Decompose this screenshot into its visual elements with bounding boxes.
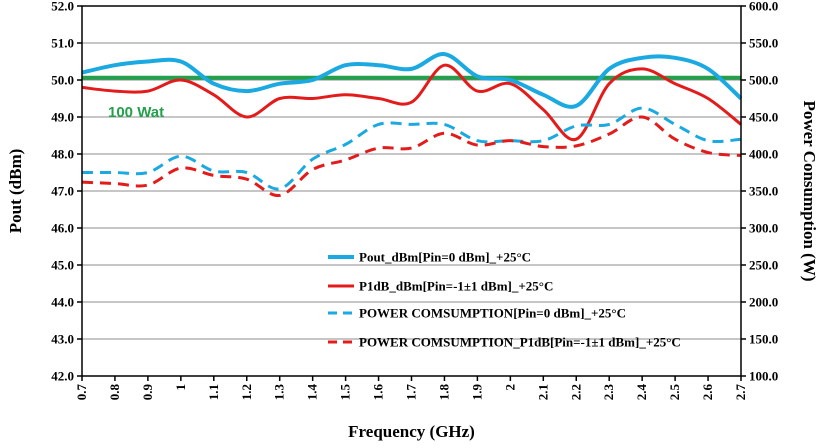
x-tick-label: 2 — [502, 384, 517, 391]
right-tick-label: 250.0 — [749, 258, 778, 273]
left-tick-label: 49.0 — [51, 110, 74, 125]
x-tick-label: 1.4 — [305, 384, 320, 401]
left-tick-label: 50.0 — [51, 73, 74, 88]
left-axis-ticks: 42.0 43.0 44.0 45.0 46.0 47.0 48.0 49.0 50.0 51.0… — [51, 0, 82, 384]
right-tick-label: 400.0 — [749, 147, 778, 162]
x-tick-label: 2.4 — [634, 384, 649, 401]
legend: Pout_dBm[Pin=0 dBm]_+25°C P1dB_dBm[Pin=-1… — [328, 250, 681, 350]
x-tick-label: 2.7 — [733, 384, 748, 401]
x-axis-title: Frequency (GHz) — [348, 422, 475, 441]
legend-label-2: P1dB_dBm[Pin=-1±1 dBm]_+25°C — [359, 279, 553, 294]
x-tick-label: 1.7 — [404, 384, 419, 401]
x-tick-label: 1.3 — [272, 384, 287, 401]
x-tick-label: 1 — [173, 384, 188, 391]
right-axis-title: Power Consumption (W) — [800, 100, 819, 281]
right-tick-label: 100.0 — [749, 369, 778, 384]
left-tick-label: 48.0 — [51, 147, 74, 162]
series-line-1 — [81, 52, 743, 109]
x-tick-label: 1.1 — [206, 384, 221, 400]
right-tick-label: 300.0 — [749, 221, 778, 236]
left-tick-label: 44.0 — [51, 295, 74, 310]
x-tick-label: 1.6 — [371, 384, 386, 401]
series-line-2 — [81, 63, 742, 142]
series-line-4 — [81, 115, 742, 197]
left-tick-label: 46.0 — [51, 221, 74, 236]
x-tick-label: 1.9 — [469, 384, 484, 401]
x-tick-label: 2.3 — [601, 384, 616, 401]
right-tick-label: 150.0 — [749, 332, 778, 347]
x-tick-label: 2.2 — [568, 384, 583, 400]
x-tick-label: 2.6 — [700, 384, 715, 401]
x-tick-label: 1.5 — [338, 384, 353, 401]
legend-label-1: Pout_dBm[Pin=0 dBm]_+25°C — [359, 250, 531, 265]
gridlines — [82, 42, 741, 340]
series-group — [81, 52, 743, 197]
left-tick-label: 45.0 — [51, 258, 74, 273]
left-tick-label: 43.0 — [51, 332, 74, 347]
x-tick-label: 1.8 — [436, 384, 451, 401]
series-line-3 — [81, 106, 742, 191]
x-tick-label: 1.2 — [239, 384, 254, 400]
left-tick-label: 51.0 — [51, 36, 74, 51]
right-tick-label: 500.0 — [749, 73, 778, 88]
x-tick-label: 0.7 — [74, 384, 89, 401]
left-tick-label: 42.0 — [51, 369, 74, 384]
left-tick-label: 47.0 — [51, 184, 74, 199]
right-tick-label: 350.0 — [749, 184, 778, 199]
right-tick-label: 200.0 — [749, 295, 778, 310]
right-tick-label: 450.0 — [749, 110, 778, 125]
left-tick-label: 52.0 — [51, 0, 74, 14]
right-tick-label: 550.0 — [749, 36, 778, 51]
legend-label-4: POWER COMSUMPTION_P1dB[Pin=-1±1 dBm]_+25… — [359, 335, 681, 350]
reference-line-label: 100 Wat — [108, 104, 164, 121]
x-tick-label: 2.1 — [535, 384, 550, 400]
right-tick-label: 600.0 — [749, 0, 778, 14]
x-tick-label: 2.5 — [667, 384, 682, 401]
legend-label-3: POWER COMSUMPTION[Pin=0 dBm]_+25°C — [359, 306, 626, 321]
x-axis-ticks: 0.7 0.8 0.9 1 1.1 1.2 1.3 1.4 1.5 1.6 1.7 1.8 1.9 2 2.… — [74, 376, 748, 400]
x-tick-label: 0.8 — [107, 384, 122, 401]
x-tick-label: 0.9 — [140, 384, 155, 401]
left-axis-title: Pout (dBm) — [6, 149, 25, 234]
right-axis-ticks: 100.0 150.0 200.0 250.0 300.0 350.0 400.0 450.0… — [741, 0, 778, 384]
